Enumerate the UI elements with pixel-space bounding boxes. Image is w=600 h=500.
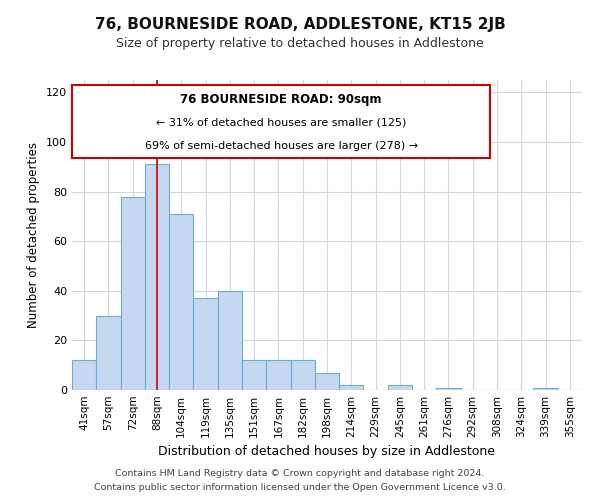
Bar [436,388,461,390]
Y-axis label: Number of detached properties: Number of detached properties [28,142,40,328]
Bar [145,164,169,390]
Text: Size of property relative to detached houses in Addlestone: Size of property relative to detached ho… [116,38,484,51]
X-axis label: Distribution of detached houses by size in Addlestone: Distribution of detached houses by size … [158,446,496,458]
Bar [533,388,558,390]
Bar [315,372,339,390]
Bar [339,385,364,390]
Text: Contains public sector information licensed under the Open Government Licence v3: Contains public sector information licen… [94,484,506,492]
Bar [218,291,242,390]
FancyBboxPatch shape [72,84,490,158]
Bar [169,214,193,390]
Bar [96,316,121,390]
Bar [266,360,290,390]
Bar [121,196,145,390]
Bar [242,360,266,390]
Bar [388,385,412,390]
Text: 76 BOURNESIDE ROAD: 90sqm: 76 BOURNESIDE ROAD: 90sqm [181,92,382,106]
Bar [290,360,315,390]
Bar [72,360,96,390]
Bar [193,298,218,390]
Text: 76, BOURNESIDE ROAD, ADDLESTONE, KT15 2JB: 76, BOURNESIDE ROAD, ADDLESTONE, KT15 2J… [95,18,505,32]
Text: 69% of semi-detached houses are larger (278) →: 69% of semi-detached houses are larger (… [145,141,418,151]
Text: Contains HM Land Registry data © Crown copyright and database right 2024.: Contains HM Land Registry data © Crown c… [115,468,485,477]
Text: ← 31% of detached houses are smaller (125): ← 31% of detached houses are smaller (12… [156,118,406,128]
